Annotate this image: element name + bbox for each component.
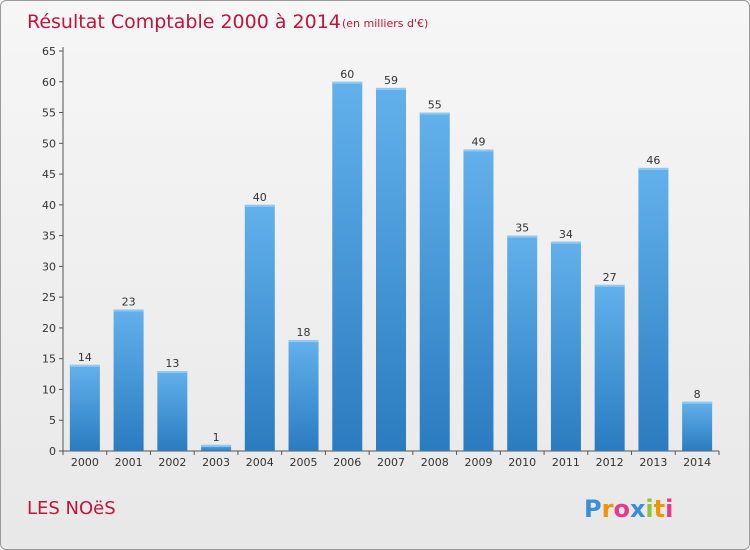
x-tick-label: 2005: [290, 456, 318, 469]
x-tick-label: 2001: [115, 456, 143, 469]
bar: [682, 401, 713, 451]
bar: [419, 112, 450, 452]
x-tick-label: 2010: [508, 456, 536, 469]
bar-value-label: 27: [603, 271, 617, 284]
bar-highlight: [419, 112, 450, 115]
bar-highlight: [463, 149, 494, 152]
bar-highlight: [244, 204, 275, 207]
bar-value-label: 1: [213, 431, 220, 444]
x-tick-label: 2013: [639, 456, 667, 469]
x-tick-label: 2014: [683, 456, 711, 469]
y-axis: 0 5 10 15 20 25 30 35 40 45 50 55 60 65: [42, 45, 64, 458]
bar-highlight: [638, 167, 669, 170]
bar: [113, 309, 144, 451]
bar: [288, 340, 319, 451]
brand-letter: P: [584, 495, 602, 523]
y-tick-label: 20: [42, 322, 56, 335]
bar-value-label: 14: [78, 351, 92, 364]
commune-name: LES NOëS: [27, 498, 116, 519]
bar: [507, 235, 538, 451]
bar-highlight: [376, 87, 406, 90]
brand-letter: i: [645, 495, 653, 523]
y-tick-label: 45: [42, 168, 56, 181]
bar-highlight: [113, 309, 144, 312]
bar: [550, 241, 581, 451]
x-axis: 2000 2001 2002 2003 2004 2005 2006 2007 2008 2009…: [62, 450, 720, 469]
y-tick-label: 35: [42, 230, 56, 243]
chart-title: Résultat Comptable 2000 à 2014: [27, 11, 341, 33]
x-tick-label: 2011: [552, 456, 580, 469]
brand-letter: t: [654, 495, 665, 523]
y-tick-label: 25: [42, 291, 56, 304]
proxiti-logo: Proxiti: [584, 495, 673, 523]
bar-highlight: [288, 340, 319, 343]
y-tick-label: 40: [42, 199, 56, 212]
bar: [332, 81, 363, 452]
bar-value-label: 46: [646, 154, 660, 167]
bar-highlight: [550, 241, 581, 244]
x-tick-label: 2007: [377, 456, 405, 469]
brand-letter: o: [613, 495, 630, 523]
bar-highlight: [332, 81, 363, 84]
y-tick-label: 5: [49, 414, 56, 427]
bar-value-label: 8: [694, 388, 701, 401]
x-tick-label: 2009: [464, 456, 492, 469]
y-tick-label: 0: [49, 445, 56, 458]
bar: [201, 444, 232, 451]
bar-highlight: [682, 401, 713, 404]
bar: [638, 167, 669, 451]
brand-letter: x: [630, 495, 646, 523]
y-tick-label: 10: [42, 383, 56, 396]
bar-value-label: 40: [253, 191, 267, 204]
bar: [157, 371, 188, 451]
bar-value-label: 55: [428, 99, 442, 112]
brand-letter: r: [602, 495, 614, 523]
bar-value-label: 59: [384, 74, 398, 87]
y-tick-label: 15: [42, 353, 56, 366]
bar-value-label: 35: [515, 222, 529, 235]
x-tick-label: 2003: [202, 456, 230, 469]
x-tick-label: 2006: [333, 456, 361, 469]
bar-highlight: [594, 284, 625, 287]
bar-value-label: 60: [340, 68, 354, 81]
bar-highlight: [157, 371, 188, 373]
bar-highlight: [69, 364, 100, 367]
bar: [463, 149, 494, 451]
bar-highlight: [201, 444, 232, 447]
x-tick-label: 2000: [71, 456, 99, 469]
y-tick-label: 65: [42, 45, 56, 58]
x-tick-label: 2008: [421, 456, 449, 469]
chart-unit-note: (en milliers d'€): [342, 17, 428, 30]
brand-letter: i: [665, 495, 673, 523]
bar-highlight: [507, 235, 538, 238]
bar: [244, 204, 275, 451]
y-tick-label: 55: [42, 107, 56, 120]
x-tick-label: 2004: [246, 456, 274, 469]
bar-value-label: 23: [122, 295, 136, 308]
x-tick-label: 2002: [158, 456, 186, 469]
x-tick-label: 2012: [596, 456, 624, 469]
bar: [376, 87, 406, 451]
y-tick-label: 50: [42, 137, 56, 150]
bar-value-label: 13: [165, 357, 179, 370]
y-tick-label: 60: [42, 76, 56, 89]
bar-value-label: 49: [471, 135, 485, 148]
bar-value-label: 34: [559, 228, 573, 241]
bar-value-label: 18: [297, 326, 311, 339]
bar: [69, 364, 100, 451]
bars-group: 14 23 13 1 40 18 60 59 55 49 35 34 27 46 8: [69, 68, 713, 452]
bar: [594, 284, 625, 451]
y-tick-label: 30: [42, 260, 56, 273]
